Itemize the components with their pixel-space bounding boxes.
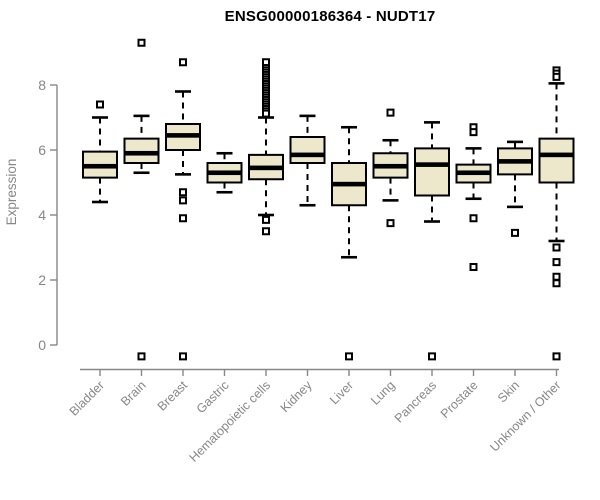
outlier-point: [511, 228, 519, 237]
outlier-point: [552, 243, 561, 252]
median-line: [290, 152, 325, 158]
median-line: [207, 170, 242, 176]
x-tick-label-prostate: Prostate: [438, 378, 481, 421]
x-tick-label-hematopoietic-cells: Hematopoietic cells: [187, 378, 274, 465]
outlier-point: [552, 72, 561, 81]
y-tick-label: 4: [38, 207, 46, 223]
x-tick-label-liver: Liver: [327, 378, 356, 407]
outlier-point: [552, 352, 561, 361]
x-tick-label-kidney: Kidney: [278, 378, 315, 415]
outlier-point: [262, 227, 270, 236]
x-tick-label-brain: Brain: [118, 378, 149, 409]
x-tick-label-unknown-other: Unknown / Other: [487, 378, 563, 454]
median-line: [373, 163, 408, 169]
median-line: [456, 170, 491, 176]
x-tick-label-skin: Skin: [495, 378, 522, 405]
median-line: [249, 165, 283, 171]
outlier-point: [469, 214, 478, 223]
outlier-point: [469, 263, 478, 271]
outlier-point: [262, 215, 270, 224]
outlier-point: [179, 58, 187, 67]
outlier-point: [137, 352, 146, 361]
outlier-point: [179, 188, 187, 197]
outlier-point: [345, 352, 353, 361]
box-brain: [123, 137, 160, 164]
x-tick-label-lung: Lung: [368, 378, 398, 408]
median-line: [83, 163, 117, 169]
outlier-point: [552, 279, 561, 288]
y-tick-label: 2: [38, 272, 46, 288]
box-kidney: [289, 136, 326, 164]
x-tick-label-breast: Breast: [155, 378, 191, 414]
outlier-point: [428, 352, 436, 361]
outlier-point: [179, 214, 187, 223]
outlier-point: [262, 109, 270, 118]
median-line: [332, 181, 366, 187]
y-tick-label: 0: [38, 337, 46, 353]
y-tick-label: 8: [38, 77, 46, 93]
y-axis-title: Expression: [4, 159, 19, 226]
y-tick-label: 6: [38, 142, 46, 158]
box-unknown-other: [538, 137, 575, 184]
x-tick-label-pancreas: Pancreas: [392, 378, 439, 425]
x-tick-label-gastric: Gastric: [194, 378, 232, 416]
median-line: [166, 133, 200, 138]
median-line: [498, 159, 532, 164]
x-tick-label-bladder: Bladder: [67, 378, 107, 418]
outlier-point: [386, 108, 395, 117]
outlier-point: [137, 38, 146, 47]
median-line: [124, 150, 159, 156]
outlier-point: [179, 352, 187, 361]
outlier-point: [552, 258, 561, 267]
outlier-point: [96, 100, 104, 109]
median-line: [415, 162, 449, 167]
median-line: [539, 152, 574, 158]
chart-title: ENSG00000186364 - NUDT17: [224, 8, 436, 25]
outlier-point: [179, 196, 187, 205]
outlier-point: [386, 219, 395, 228]
box-pancreas: [414, 147, 450, 197]
outlier-point: [552, 272, 561, 281]
outlier-point: [469, 128, 478, 137]
